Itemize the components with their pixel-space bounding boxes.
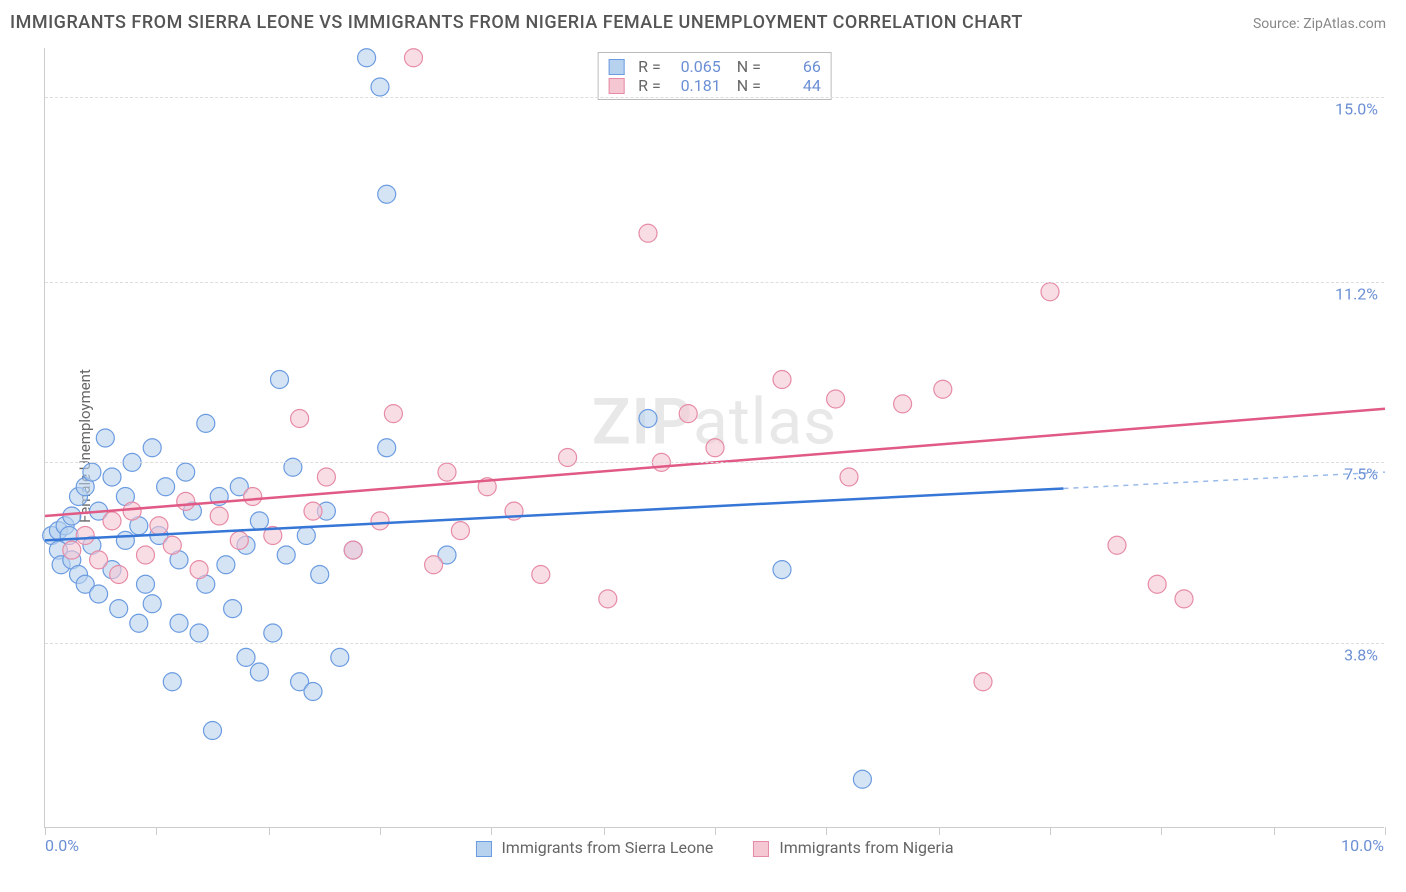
stats-legend: R = 0.065 N = 66 R = 0.181 N = 44 [597, 52, 832, 100]
swatch-sierra-leone [608, 59, 624, 75]
x-axis-start: 0.0% [45, 836, 79, 855]
source-label: Source: ZipAtlas.com [1253, 16, 1386, 32]
y-tick-label: 3.8% [1344, 645, 1378, 664]
legend-item-nigeria: Immigrants from Nigeria [753, 838, 953, 857]
y-tick-label: 11.2% [1335, 285, 1378, 304]
swatch-sierra-leone-icon [475, 841, 491, 857]
chart-area: ZIPatlas R = 0.065 N = 66 R = 0.181 N = … [44, 48, 1384, 828]
y-tick-label: 15.0% [1335, 99, 1378, 118]
legend-item-sierra-leone: Immigrants from Sierra Leone [475, 838, 713, 857]
scatter-plot [45, 48, 1384, 827]
stats-row-sierra-leone: R = 0.065 N = 66 [608, 57, 821, 76]
chart-title: IMMIGRANTS FROM SIERRA LEONE VS IMMIGRAN… [10, 12, 1023, 33]
swatch-nigeria-icon [753, 841, 769, 857]
stats-row-nigeria: R = 0.181 N = 44 [608, 76, 821, 95]
y-tick-label: 7.5% [1344, 465, 1378, 484]
bottom-legend: Immigrants from Sierra Leone Immigrants … [475, 838, 953, 857]
title-bar: IMMIGRANTS FROM SIERRA LEONE VS IMMIGRAN… [0, 0, 1406, 41]
swatch-nigeria [608, 78, 624, 94]
x-axis-end: 10.0% [1341, 836, 1384, 855]
